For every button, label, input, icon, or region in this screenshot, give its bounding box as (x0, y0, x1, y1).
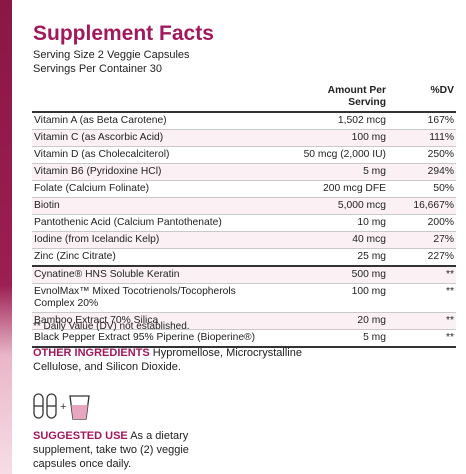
daily-value: 50% (400, 180, 456, 198)
nutrient: Cynatine® HNS Soluble Keratin (32, 266, 291, 284)
table-row: Vitamin C (as Ascorbic Acid) 100 mg 111% (32, 129, 456, 147)
daily-value: ** (400, 312, 456, 330)
svg-text:+: + (60, 401, 66, 413)
label: SUGGESTED USE (33, 430, 128, 442)
table-row: Black Pepper Extract 95% Piperine (Biope… (32, 329, 456, 348)
table-row: Pantothenic Acid (Calcium Pantothenate) 1… (32, 214, 456, 232)
table-row: Vitamin D (as Cholecalciterol) 50 mcg (2,… (32, 146, 456, 164)
table-row: Folate (Calcium Folinate) 200 mcg DFE 50% (32, 180, 456, 198)
table-row: EvnolMax™ Mixed Tocotrienols/Tocopherols… (32, 283, 456, 313)
title: Supplement Facts (33, 22, 214, 45)
amount: 10 mg (290, 214, 400, 232)
nutrient: Vitamin B6 (Pyridoxine HCl) (32, 163, 291, 181)
table-row: Vitamin B6 (Pyridoxine HCl) 5 mg 294% (32, 163, 456, 181)
amount: 5 mg (290, 163, 400, 181)
amount: 40 mcg (290, 231, 400, 249)
daily-value: 167% (400, 112, 456, 130)
daily-value: 294% (400, 163, 456, 181)
amount: 25 mg (290, 248, 400, 267)
nutrient: Folate (Calcium Folinate) (32, 180, 291, 198)
amount: 100 mg (290, 283, 400, 313)
servings-per-container: Servings Per Container 30 (33, 63, 163, 75)
daily-value: 200% (400, 214, 456, 232)
serving-size: Serving Size 2 Veggie Capsules (33, 49, 190, 61)
table-row: Iodine (from Icelandic Kelp) 40 mcg 27% (32, 231, 456, 249)
daily-value: ** (400, 266, 456, 284)
nutrient: Vitamin D (as Cholecalciterol) (32, 146, 291, 164)
column-header: %DV (400, 83, 456, 113)
amount: 5,000 mcg (290, 197, 400, 215)
daily-value: 27% (400, 231, 456, 249)
table-row: Bamboo Extract 70% Silica 20 mg ** (32, 312, 456, 330)
daily-value: 16,667% (400, 197, 456, 215)
table-row: Zinc (Zinc Citrate) 25 mg 227% (32, 248, 456, 267)
nutrient: EvnolMax™ Mixed Tocotrienols/Tocopherols… (32, 283, 291, 313)
side-strip (0, 0, 12, 474)
nutrient: Biotin (32, 197, 291, 215)
daily-value: 250% (400, 146, 456, 164)
facts-table: Amount Per Serving %DV Vitamin A (as Beta… (32, 83, 456, 348)
text: As a dietary supplement, take two (2) ve… (33, 430, 189, 470)
icons: + (33, 393, 90, 420)
daily-value: ** (400, 329, 456, 348)
nutrient: Vitamin C (as Ascorbic Acid) (32, 129, 291, 147)
column-header: Amount Per Serving (290, 83, 400, 113)
daily-value: ** (400, 283, 456, 313)
amount: 1,502 mcg (290, 112, 400, 130)
nutrient: Iodine (from Icelandic Kelp) (32, 231, 291, 249)
amount: 50 mcg (2,000 IU) (290, 146, 400, 164)
footnote: ** Daily Value (DV) not established. (33, 321, 190, 332)
daily-value: 111% (400, 129, 456, 147)
nutrient: Black Pepper Extract 95% Piperine (Biope… (32, 329, 291, 348)
amount: 200 mcg DFE (290, 180, 400, 198)
nutrient: Bamboo Extract 70% Silica (32, 312, 291, 330)
nutrient: Vitamin A (as Beta Carotene) (32, 112, 291, 130)
daily-value: 227% (400, 248, 456, 267)
table-row: Cynatine® HNS Soluble Keratin 500 mg ** (32, 266, 456, 284)
amount: 500 mg (290, 266, 400, 284)
other-ingredients: OTHER INGREDIENTS Hypromellose, Microcry… (33, 346, 333, 374)
nutrient: Pantothenic Acid (Calcium Pantothenate) (32, 214, 291, 232)
amount: 20 mg (290, 312, 400, 330)
label: OTHER INGREDIENTS (33, 347, 150, 359)
nutrient: Zinc (Zinc Citrate) (32, 248, 291, 267)
text: Hypromellose, Microcrystalline Cellulose… (33, 347, 302, 373)
amount: 5 mg (290, 329, 400, 348)
amount: 100 mg (290, 129, 400, 147)
table-row: Vitamin A (as Beta Carotene) 1,502 mcg 167… (32, 112, 456, 130)
table-row: Biotin 5,000 mcg 16,667% (32, 197, 456, 215)
suggested-use: SUGGESTED USE As a dietary supplement, t… (33, 429, 223, 471)
blank-header (32, 83, 291, 113)
